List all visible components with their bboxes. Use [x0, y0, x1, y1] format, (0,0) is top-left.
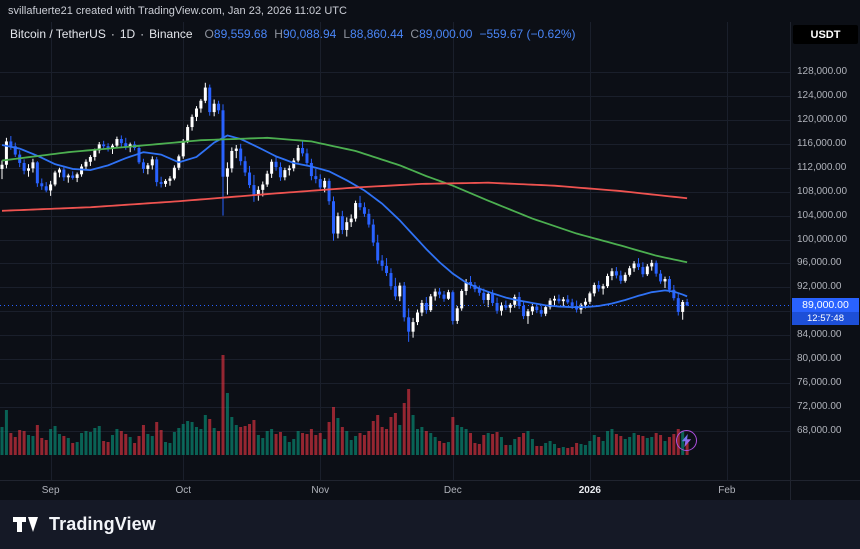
- high-label: H: [274, 27, 283, 41]
- price-axis-label: 116,000.00: [797, 137, 847, 149]
- legend-separator: ·: [140, 27, 145, 41]
- price-axis-label: 120,000.00: [797, 113, 848, 125]
- chart-legend: Bitcoin / TetherUS · 1D · Binance O89,559.68 H…: [10, 27, 576, 41]
- time-axis-label: Oct: [175, 485, 191, 496]
- last-price-value: 89,000.00: [792, 298, 859, 313]
- price-axis-label: 96,000.00: [797, 257, 842, 269]
- price-axis-label: 100,000.00: [797, 233, 848, 245]
- tradingview-logo-icon[interactable]: [13, 514, 40, 535]
- price-axis[interactable]: USDT 128,000.00 124,000.00 120,000.00 116,0…: [790, 22, 860, 500]
- close-label: C: [410, 27, 420, 41]
- time-axis-label: Sep: [41, 485, 60, 496]
- high-value: 90,088.94: [282, 27, 337, 41]
- last-price-label: 89,000.00 12:57:48: [792, 298, 859, 326]
- lightning-flash-icon[interactable]: [676, 430, 697, 451]
- currency-button[interactable]: USDT: [793, 25, 858, 44]
- low-value: 88,860.44: [350, 27, 404, 41]
- interval-label[interactable]: 1D: [119, 27, 136, 41]
- attribution-bar: svillafuerte21 created with TradingView.…: [0, 0, 860, 22]
- price-axis-label: 80,000.00: [797, 353, 842, 365]
- price-axis-label: 104,000.00: [797, 209, 848, 221]
- price-axis-label: 112,000.00: [797, 161, 847, 173]
- low-label: L: [343, 27, 351, 41]
- bar-countdown: 12:57:48: [792, 312, 859, 326]
- time-axis-label: Feb: [718, 485, 736, 496]
- price-chart-canvas[interactable]: [0, 22, 790, 480]
- change-value: −559.67 (−0.62%): [479, 27, 576, 41]
- tradingview-logo-text[interactable]: TradingView: [49, 514, 156, 534]
- price-axis-label: 124,000.00: [797, 89, 848, 101]
- price-axis-label: 84,000.00: [797, 329, 842, 341]
- price-axis-label: 68,000.00: [797, 425, 842, 436]
- time-axis-label: Dec: [443, 485, 462, 496]
- exchange-label: Binance: [149, 27, 193, 41]
- legend-separator: ·: [110, 27, 115, 41]
- branding-bar: TradingView: [0, 500, 860, 549]
- price-axis-label: 92,000.00: [797, 281, 842, 293]
- price-axis-label: 72,000.00: [797, 401, 842, 413]
- time-axis[interactable]: Sep Oct Nov Dec 2026 Feb: [0, 480, 860, 500]
- price-axis-label: 128,000.00: [797, 66, 848, 77]
- symbol-title[interactable]: Bitcoin / TetherUS: [10, 27, 106, 41]
- open-label: O: [204, 27, 214, 41]
- time-axis-label: 2026: [578, 485, 601, 496]
- lightning-bolt-icon: [681, 434, 692, 447]
- close-value: 89,000.00: [419, 27, 473, 41]
- ohlc-values: O89,559.68 H90,088.94 L88,860.44 C89,000.00…: [205, 27, 576, 41]
- price-axis-label: 108,000.00: [797, 185, 848, 197]
- attribution-text: svillafuerte21 created with TradingView.…: [8, 5, 347, 17]
- chart-pane[interactable]: Bitcoin / TetherUS · 1D · Binance O89,559.68 H…: [0, 22, 790, 480]
- time-axis-label: Nov: [311, 485, 330, 496]
- open-value: 89,559.68: [213, 27, 268, 41]
- price-axis-label: 76,000.00: [797, 377, 842, 389]
